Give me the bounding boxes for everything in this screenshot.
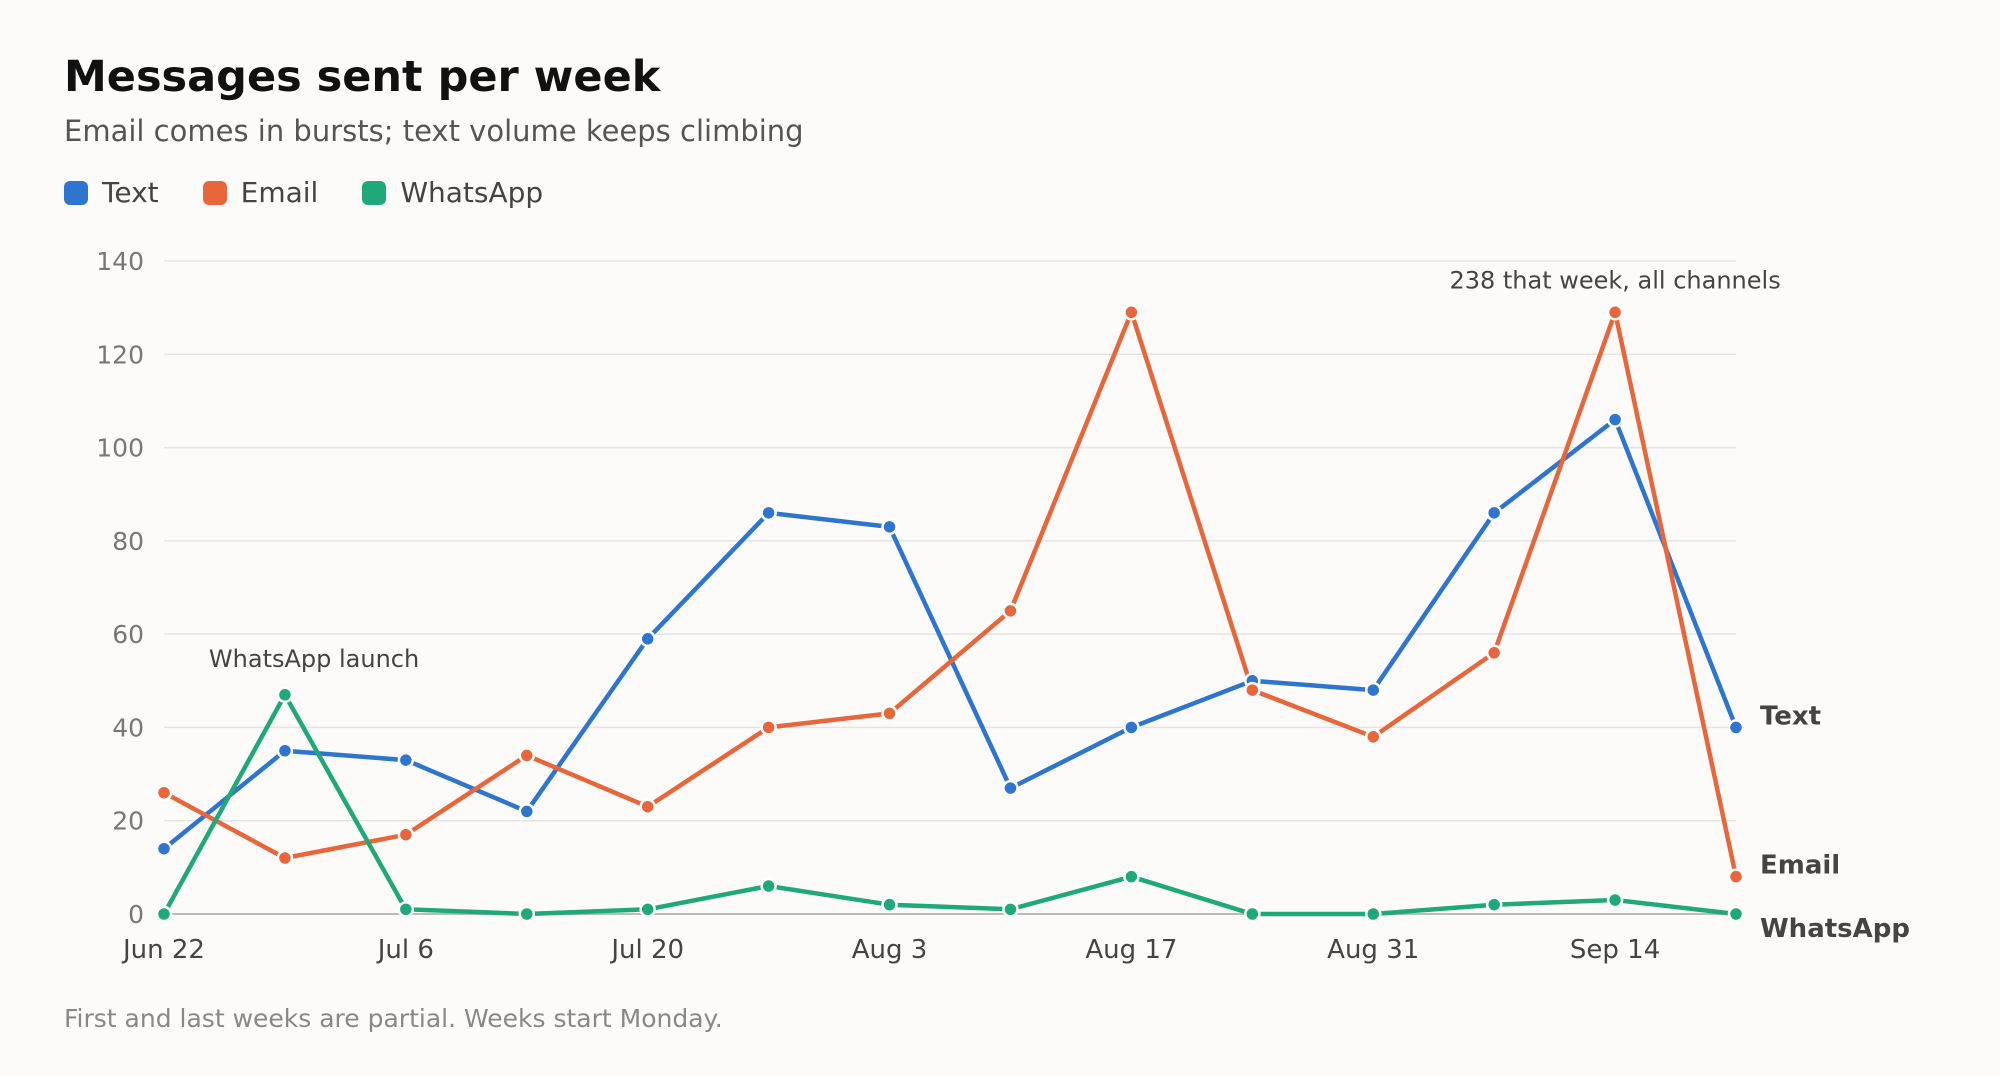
data-point-text — [1727, 719, 1745, 736]
annotation: WhatsApp launch — [209, 645, 419, 673]
series-line-email — [161, 310, 1739, 879]
data-point-whatsapp — [1606, 891, 1624, 909]
y-tick-label: 100 — [96, 434, 144, 463]
x-tick-label: Aug 31 — [1327, 935, 1419, 965]
legend-swatch-whatsapp — [362, 180, 387, 205]
data-point-text — [1002, 779, 1019, 797]
data-point-email — [1485, 644, 1503, 662]
y-tick-label: 80 — [112, 527, 144, 556]
legend-label-text: Text — [102, 176, 159, 209]
legend-label-whatsapp: WhatsApp — [400, 176, 544, 209]
legend: Text Email WhatsApp — [64, 176, 587, 209]
data-point-whatsapp — [397, 901, 415, 918]
data-point-whatsapp — [760, 877, 777, 895]
y-tick-label: 140 — [96, 247, 144, 276]
chart-subtitle: Email comes in bursts; text volume keeps… — [64, 114, 804, 148]
data-point-email — [518, 747, 536, 764]
y-tick-label: 0 — [128, 900, 144, 929]
chart-footnote: First and last weeks are partial. Weeks … — [64, 1004, 723, 1033]
data-point-text — [881, 518, 898, 536]
y-tick-label: 20 — [112, 807, 144, 836]
legend-item-whatsapp: WhatsApp — [362, 176, 543, 209]
data-point-whatsapp — [1244, 905, 1261, 923]
legend-swatch-email — [202, 180, 227, 205]
data-point-email — [1606, 304, 1624, 321]
series-line-text — [161, 417, 1739, 851]
y-tick-label: 40 — [112, 713, 144, 742]
legend-label-email: Email — [240, 176, 319, 209]
data-point-email — [155, 784, 173, 801]
data-point-whatsapp — [639, 901, 656, 918]
data-point-email — [639, 798, 656, 815]
data-point-text — [639, 630, 656, 648]
data-point-whatsapp — [276, 686, 294, 704]
series-end-label-whatsapp: WhatsApp — [1760, 914, 1910, 944]
data-point-whatsapp — [1002, 901, 1019, 918]
x-tick-label: Aug 3 — [852, 935, 928, 965]
data-point-text — [276, 742, 294, 759]
x-tick-label: Aug 17 — [1085, 935, 1177, 965]
data-point-email — [276, 849, 294, 867]
legend-item-text: Text — [64, 176, 159, 209]
x-tick-label: Jun 22 — [121, 935, 205, 965]
data-point-email — [397, 826, 415, 843]
data-point-text — [155, 840, 173, 857]
x-tick-label: Sep 14 — [1570, 935, 1660, 965]
data-point-email — [760, 719, 777, 736]
series-line-whatsapp — [161, 692, 1739, 917]
data-point-whatsapp — [1123, 868, 1140, 885]
legend-swatch-text — [64, 180, 88, 205]
data-point-whatsapp — [1485, 896, 1503, 913]
data-point-text — [397, 751, 415, 769]
data-point-whatsapp — [518, 905, 536, 923]
legend-item-email: Email — [202, 176, 319, 209]
data-point-text — [760, 504, 777, 522]
data-point-email — [1727, 868, 1745, 885]
data-point-whatsapp — [881, 896, 898, 913]
y-tick-label: 120 — [96, 340, 144, 369]
data-point-text — [1364, 681, 1382, 699]
x-tick-label: Jul 6 — [376, 935, 434, 965]
y-tick-label: 60 — [112, 620, 144, 649]
data-point-text — [518, 803, 536, 820]
chart-title: Messages sent per week — [64, 52, 661, 102]
data-point-whatsapp — [1727, 905, 1745, 923]
x-tick-label: Jul 20 — [609, 935, 684, 965]
data-point-text — [1606, 411, 1624, 428]
data-point-email — [881, 705, 898, 722]
series-end-label-text: Text — [1760, 701, 1821, 731]
data-point-whatsapp — [155, 905, 173, 923]
data-point-text — [1123, 719, 1140, 736]
annotation: 238 that week, all channels — [1449, 266, 1780, 294]
data-point-email — [1244, 681, 1261, 699]
data-point-whatsapp — [1364, 905, 1382, 923]
data-point-email — [1002, 602, 1019, 620]
data-point-email — [1123, 304, 1140, 321]
data-point-text — [1485, 504, 1503, 522]
data-point-email — [1364, 728, 1382, 746]
series-end-label-email: Email — [1760, 851, 1840, 881]
